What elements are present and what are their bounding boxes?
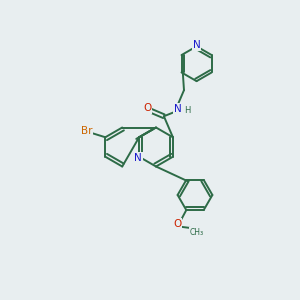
Text: H: H [184,106,190,115]
Text: N: N [134,153,142,163]
Text: N: N [174,104,182,114]
Text: N: N [193,40,200,50]
Text: O: O [173,219,182,229]
Text: Br: Br [81,126,92,136]
Text: O: O [143,103,151,113]
Text: CH₃: CH₃ [189,228,204,237]
